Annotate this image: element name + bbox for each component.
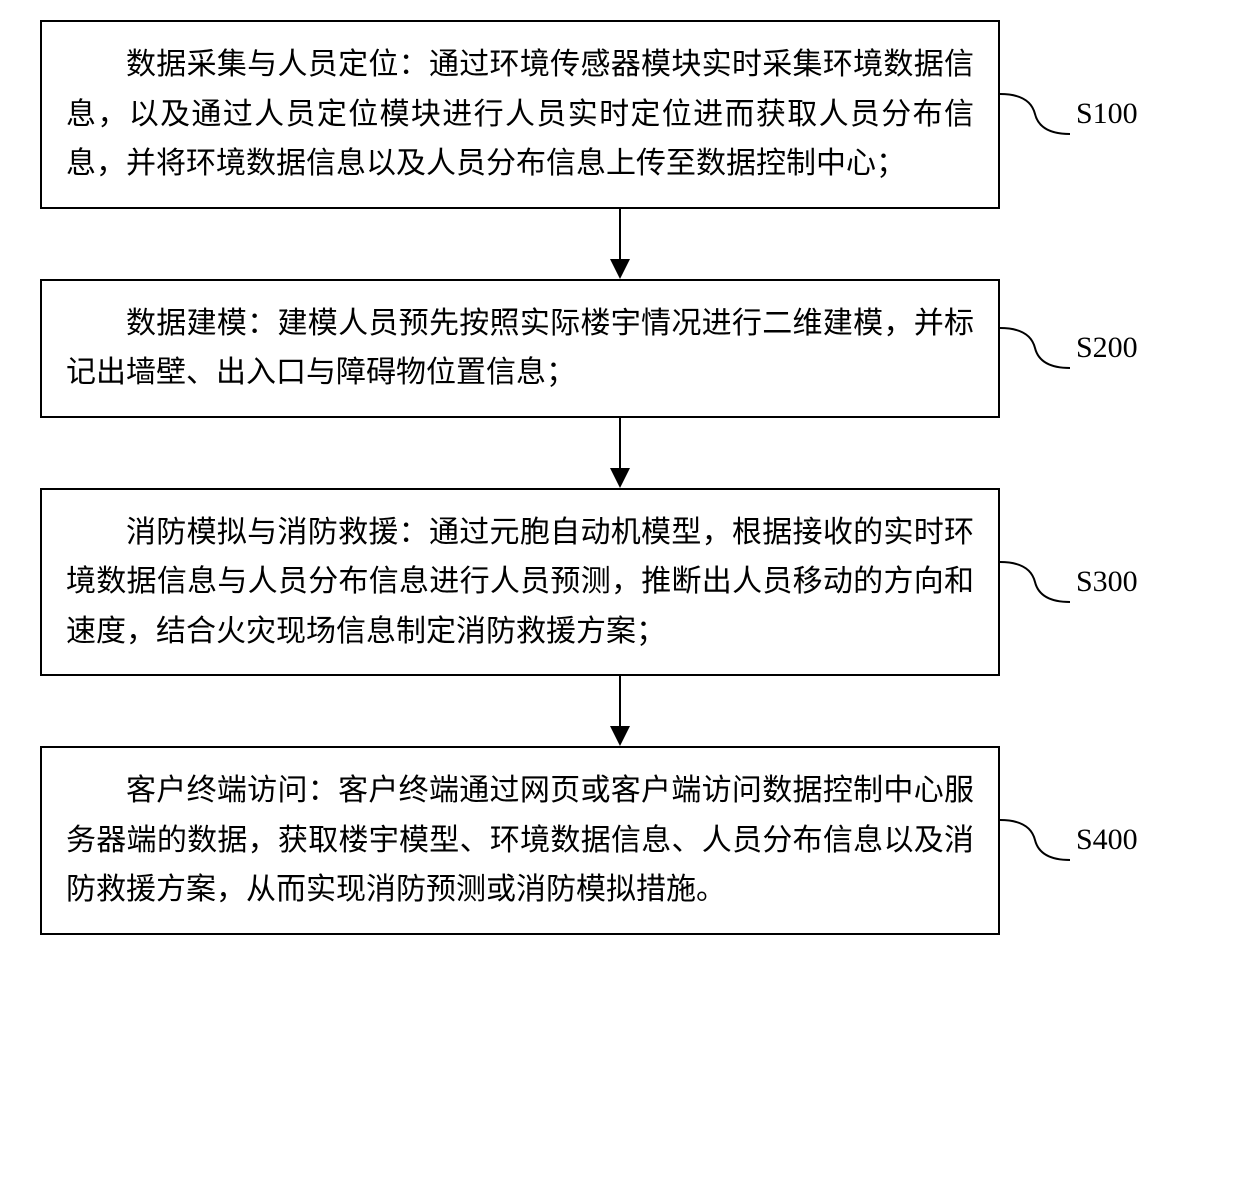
step-text-s400: 客户终端访问：客户终端通过网页或客户端访问数据控制中心服务器端的数据，获取楼宇模…	[66, 766, 974, 915]
step-text-s100: 数据采集与人员定位：通过环境传感器模块实时采集环境数据信息，以及通过人员定位模块…	[66, 40, 974, 189]
curve-icon	[1000, 308, 1070, 388]
flowchart-container: 数据采集与人员定位：通过环境传感器模块实时采集环境数据信息，以及通过人员定位模块…	[40, 20, 1200, 935]
step-text-s300: 消防模拟与消防救援：通过元胞自动机模型，根据接收的实时环境数据信息与人员分布信息…	[66, 508, 974, 657]
arrow-connector-1	[140, 209, 1100, 279]
arrow-down-icon	[600, 418, 640, 488]
arrow-connector-2	[140, 418, 1100, 488]
curve-icon	[1000, 542, 1070, 622]
step-wrapper-s200: 数据建模：建模人员预先按照实际楼宇情况进行二维建模，并标记出墙壁、出入口与障碍物…	[40, 279, 1200, 418]
step-label-s400: S400	[1076, 823, 1138, 857]
label-connector-s100: S100	[1000, 74, 1138, 154]
step-wrapper-s400: 客户终端访问：客户终端通过网页或客户端访问数据控制中心服务器端的数据，获取楼宇模…	[40, 746, 1200, 935]
step-box-s100: 数据采集与人员定位：通过环境传感器模块实时采集环境数据信息，以及通过人员定位模块…	[40, 20, 1000, 209]
step-label-s200: S200	[1076, 331, 1138, 365]
step-box-s400: 客户终端访问：客户终端通过网页或客户端访问数据控制中心服务器端的数据，获取楼宇模…	[40, 746, 1000, 935]
label-connector-s300: S300	[1000, 542, 1138, 622]
curve-icon	[1000, 800, 1070, 880]
arrow-down-icon	[600, 676, 640, 746]
arrow-connector-3	[140, 676, 1100, 746]
arrow-down-icon	[600, 209, 640, 279]
step-box-s200: 数据建模：建模人员预先按照实际楼宇情况进行二维建模，并标记出墙壁、出入口与障碍物…	[40, 279, 1000, 418]
step-box-s300: 消防模拟与消防救援：通过元胞自动机模型，根据接收的实时环境数据信息与人员分布信息…	[40, 488, 1000, 677]
step-text-s200: 数据建模：建模人员预先按照实际楼宇情况进行二维建模，并标记出墙壁、出入口与障碍物…	[66, 299, 974, 398]
step-label-s300: S300	[1076, 565, 1138, 599]
step-wrapper-s100: 数据采集与人员定位：通过环境传感器模块实时采集环境数据信息，以及通过人员定位模块…	[40, 20, 1200, 209]
step-wrapper-s300: 消防模拟与消防救援：通过元胞自动机模型，根据接收的实时环境数据信息与人员分布信息…	[40, 488, 1200, 677]
label-connector-s400: S400	[1000, 800, 1138, 880]
curve-icon	[1000, 74, 1070, 154]
step-label-s100: S100	[1076, 97, 1138, 131]
label-connector-s200: S200	[1000, 308, 1138, 388]
